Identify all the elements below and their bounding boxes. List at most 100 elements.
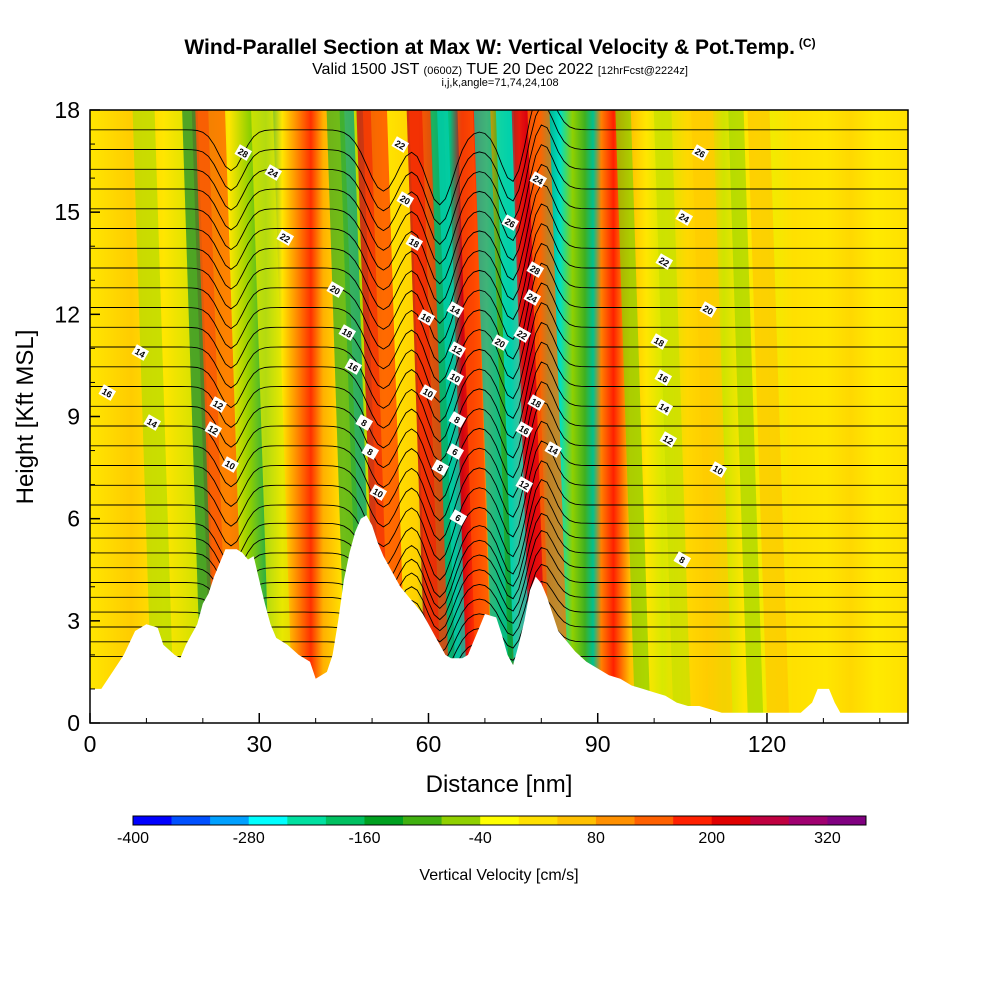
valid-time: Valid 1500 JST <box>312 61 420 78</box>
contour-label: 20 <box>699 301 718 318</box>
contour-label-text: 16 <box>346 360 360 374</box>
contour-label-text: 24 <box>677 211 691 225</box>
contour-label-text: 8 <box>452 414 461 425</box>
theta-contour <box>90 262 908 384</box>
contour-label: 12 <box>204 421 223 438</box>
y-tick-label: 9 <box>67 404 80 430</box>
contour-label-text: 18 <box>407 236 421 250</box>
contour-label: 22 <box>655 253 674 270</box>
colorbar: -400 -280 -160 -40 80 200 320 <box>117 815 867 847</box>
contour-label: 10 <box>709 461 728 478</box>
contour-label: 26 <box>501 214 520 231</box>
contour-label: 16 <box>654 369 673 386</box>
colorbar-tick-label: -160 <box>348 830 380 847</box>
valid-date: TUE 20 Dec 2022 <box>466 61 594 78</box>
indices-text: i,j,k,angle=71,74,24,108 <box>441 77 559 89</box>
colorbar-tick-label: 80 <box>587 830 605 847</box>
colorbar-tick-label: -400 <box>117 830 149 847</box>
contour-label-text: 22 <box>278 231 292 245</box>
contour-label-text: 10 <box>371 486 385 500</box>
colorbar-frame <box>132 815 867 826</box>
contour-label-text: 6 <box>450 446 459 457</box>
contour-label-text: 26 <box>503 216 517 230</box>
contour-label: 14 <box>655 399 674 416</box>
colorbar-tick-label: 320 <box>814 830 841 847</box>
contour-label: 20 <box>396 191 415 208</box>
contour-label-text: 20 <box>398 193 412 207</box>
velocity-band <box>691 110 733 723</box>
contour-label: 6 <box>446 443 465 460</box>
colorbar-swatch <box>673 816 712 825</box>
contour-label-text: 24 <box>531 173 545 187</box>
contour-label: 8 <box>673 551 692 568</box>
colorbar-swatch <box>171 816 211 825</box>
contour-label-text: 18 <box>340 326 354 340</box>
theta-contour <box>90 282 908 403</box>
contour-label: 18 <box>338 324 357 341</box>
contour-label-text: 16 <box>100 386 114 400</box>
colorbar-swatch <box>595 816 635 825</box>
velocity-band <box>362 110 407 723</box>
contour-label-text: 10 <box>448 371 462 385</box>
theta-contour <box>90 361 908 482</box>
y-tick-label: 3 <box>67 608 80 634</box>
x-axis-title: Distance [nm] <box>426 771 573 798</box>
contour-label-text: 16 <box>656 371 670 385</box>
colorbar-title: Vertical Velocity [cm/s] <box>419 867 578 884</box>
contour-label-text: 18 <box>652 335 666 349</box>
contour-label-text: 8 <box>365 446 374 457</box>
colorbar-tick-label: -40 <box>469 830 492 847</box>
contour-label-text: 28 <box>528 263 542 277</box>
contour-label: 10 <box>369 484 388 501</box>
contour-label: 14 <box>446 301 465 318</box>
contour-label: 8 <box>355 414 374 431</box>
contour-label: 12 <box>515 476 534 493</box>
contour-label-text: 6 <box>453 512 462 523</box>
y-tick-label: 15 <box>54 199 80 225</box>
contour-label-text: 22 <box>393 138 407 152</box>
theta-contour <box>90 341 908 463</box>
contour-label: 24 <box>675 209 694 226</box>
plot-area <box>90 110 908 723</box>
theta-contour <box>90 302 908 423</box>
contour-label: 8 <box>431 459 450 476</box>
velocity-band <box>511 110 552 723</box>
colorbar-swatch <box>711 816 751 825</box>
theta-contour <box>90 203 908 324</box>
contour-label-text: 8 <box>677 554 686 565</box>
contour-label: 12 <box>209 396 228 413</box>
contour-label-text: 12 <box>211 398 225 412</box>
contour-label-text: 12 <box>661 433 675 447</box>
contour-label-text: 10 <box>421 386 435 400</box>
contour-label: 18 <box>650 333 669 350</box>
velocity-band <box>457 110 493 723</box>
contour-label-text: 20 <box>493 336 507 350</box>
theta-contour <box>90 124 908 245</box>
contour-labels: 2824222018161614141212101088668101214161… <box>98 136 728 568</box>
x-tick-label: 30 <box>246 731 272 757</box>
contour-label: 6 <box>449 509 468 526</box>
colorbar-swatch <box>557 816 597 825</box>
contour-label: 22 <box>513 326 532 343</box>
velocity-band <box>728 110 764 723</box>
colorbar-tick-label: 200 <box>698 830 725 847</box>
contour-label: 16 <box>344 358 363 375</box>
theta-contour <box>90 420 908 542</box>
contour-label-text: 14 <box>133 346 147 360</box>
y-tick-label: 0 <box>67 710 80 736</box>
contour-label: 20 <box>326 281 345 298</box>
contour-label-text: 16 <box>419 311 433 325</box>
colorbar-swatch <box>210 816 250 825</box>
contour-label: 16 <box>417 309 436 326</box>
contour-label: 28 <box>234 144 253 161</box>
contour-label: 18 <box>527 394 546 411</box>
x-tick-label: 60 <box>416 731 442 757</box>
axes: 0 30 60 90 120 0 3 6 9 12 15 18 <box>54 97 881 757</box>
theta-contour <box>90 440 908 561</box>
colorbar-swatch <box>788 816 828 825</box>
theta-contour <box>90 400 908 522</box>
contour-label: 12 <box>659 431 678 448</box>
velocity-band <box>182 110 216 723</box>
contour-label: 24 <box>264 164 283 181</box>
